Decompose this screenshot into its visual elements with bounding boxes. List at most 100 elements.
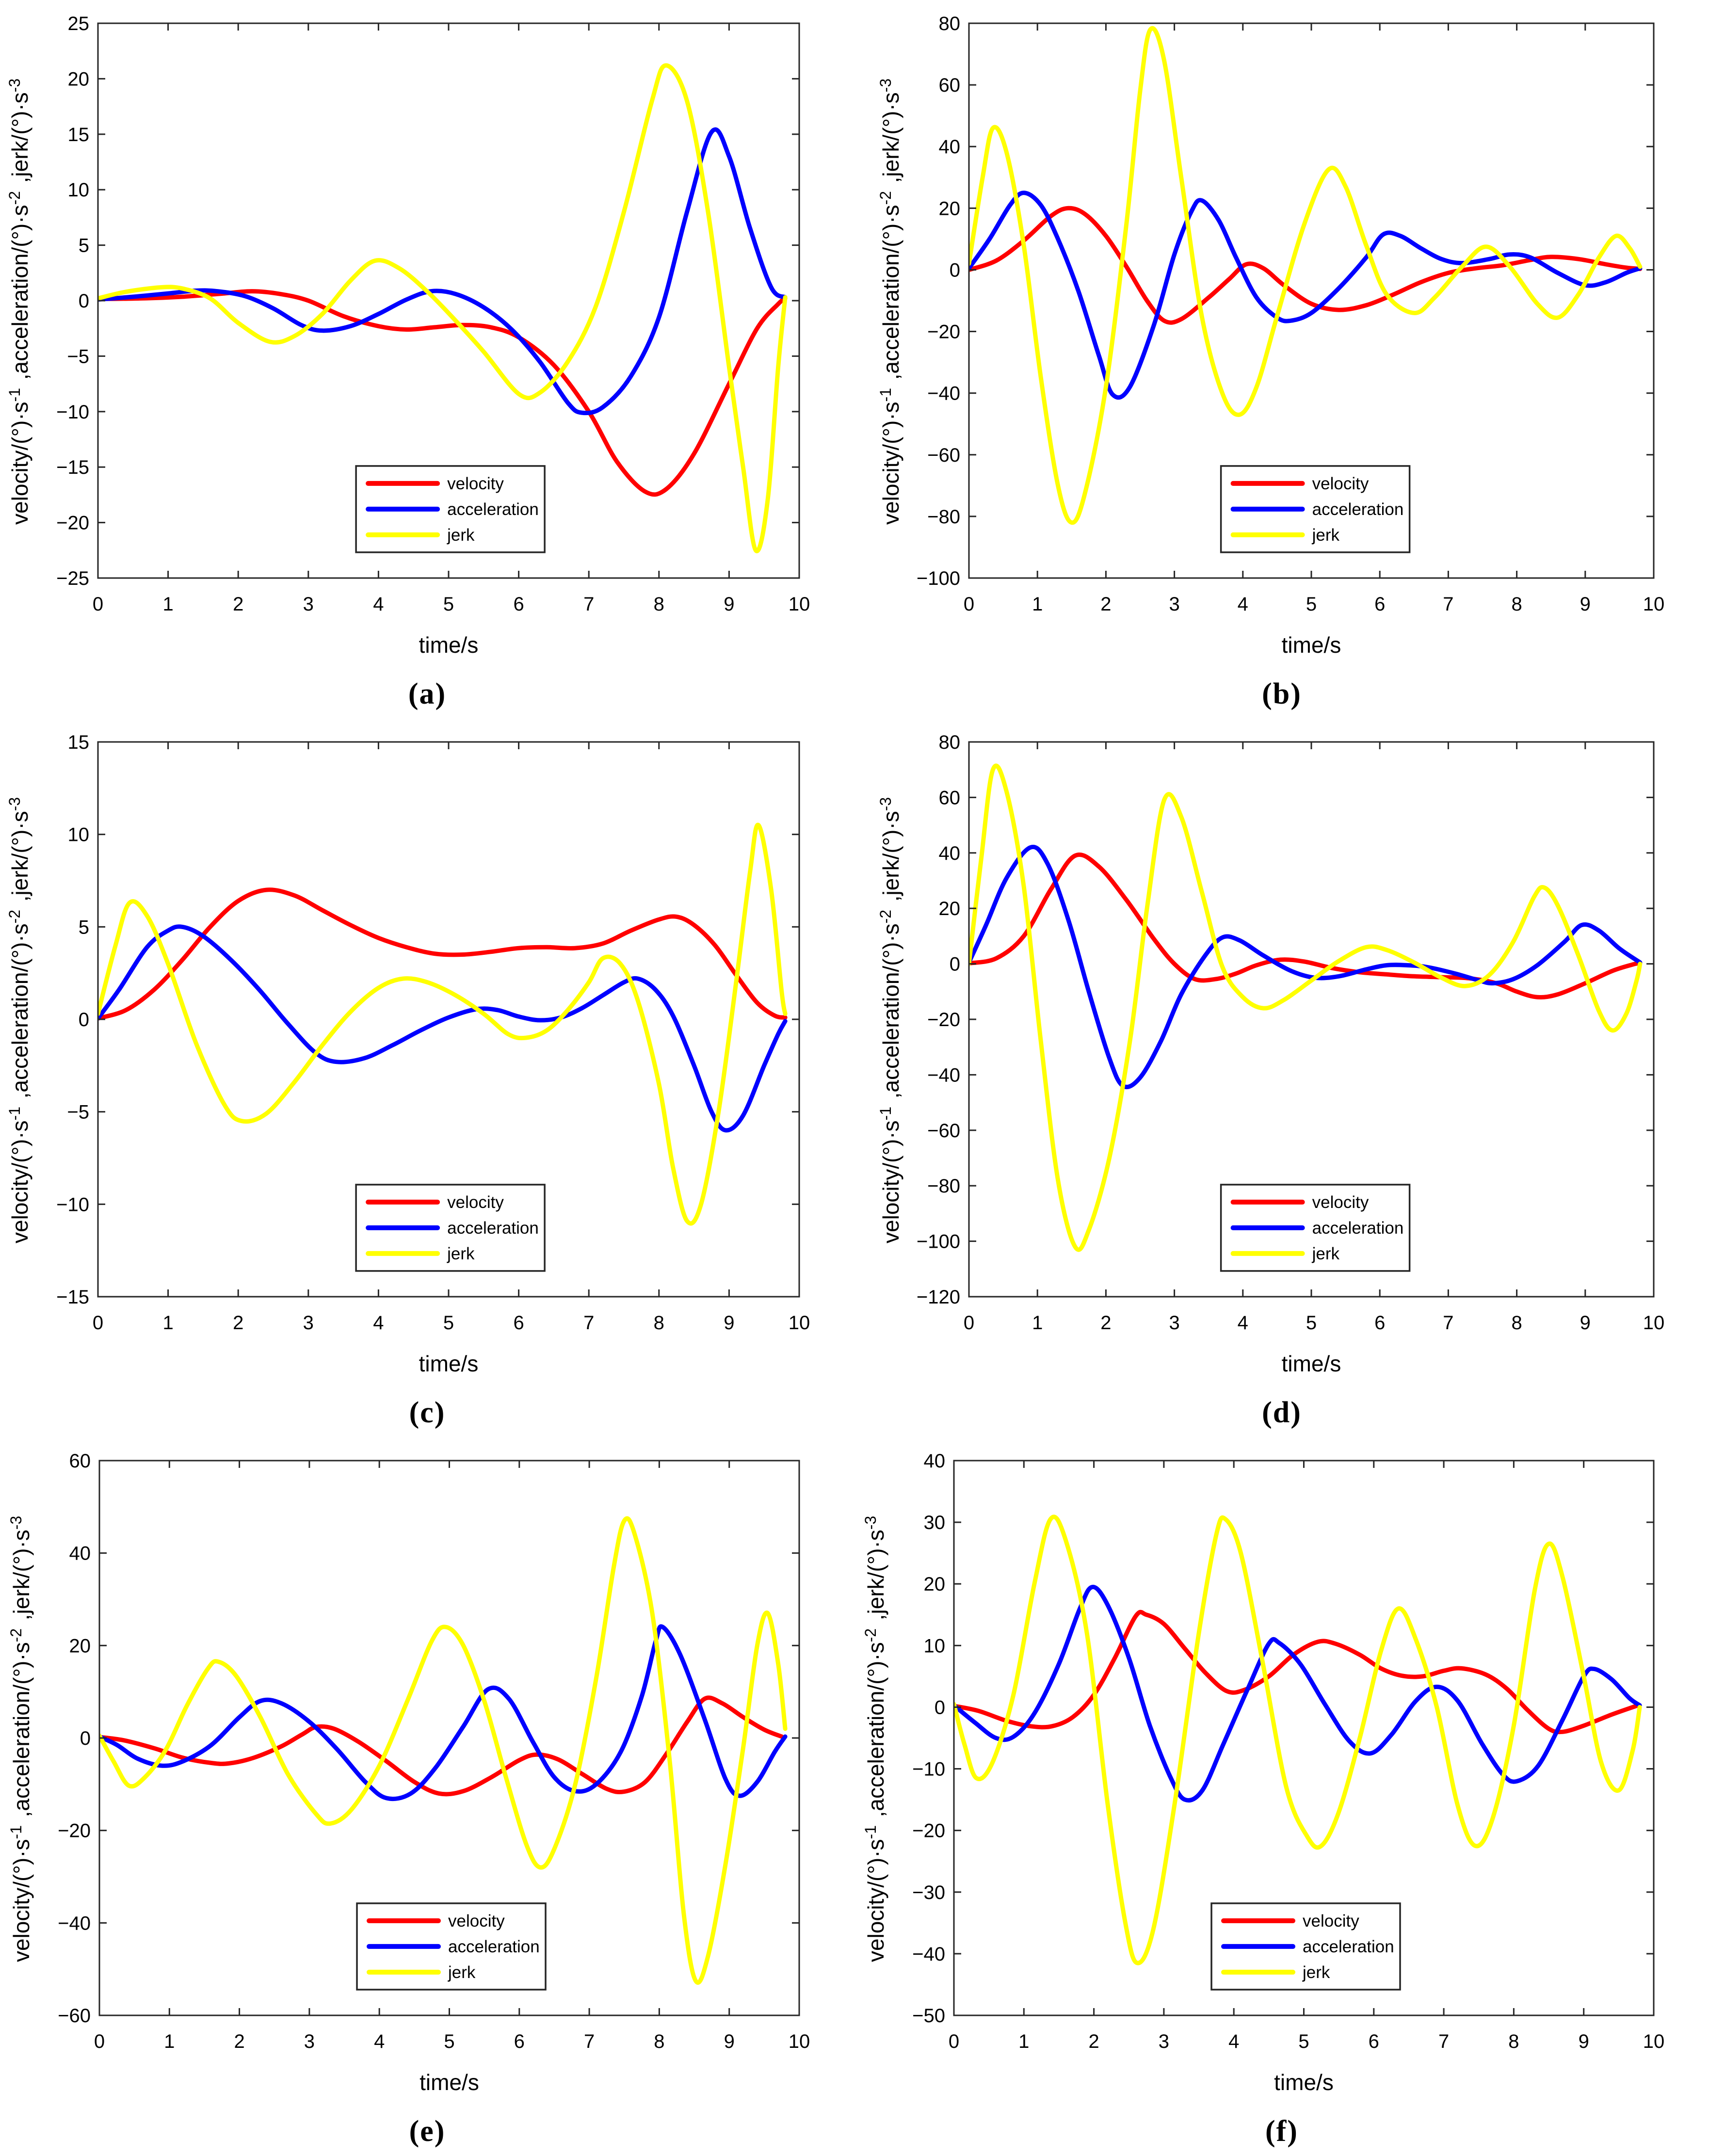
legend-label-acceleration: acceleration — [448, 1937, 540, 1956]
x-tick-label: 5 — [443, 1312, 454, 1334]
x-tick-label: 8 — [654, 594, 664, 615]
series-acceleration — [954, 1585, 1642, 1803]
legend-label-velocity: velocity — [1312, 1193, 1369, 1212]
x-tick-label: 4 — [373, 1312, 384, 1334]
x-tick-label: 2 — [1088, 2031, 1099, 2052]
y-axis-label: velocity/(°)·s-1 ,acceleration/(°)·s-2 ,… — [862, 1514, 888, 1962]
y-tick-label: −20 — [912, 1820, 945, 1842]
legend: velocity acceleration jerk — [355, 1184, 546, 1272]
y-tick-label: 60 — [939, 787, 961, 808]
tick-labels: 0 1 2 3 4 5 6 7 8 9 10 −15 −10 −5 0 5 10 15 — [56, 732, 810, 1334]
x-tick-label: 8 — [1511, 594, 1522, 615]
x-tick-label: 8 — [1511, 1312, 1522, 1334]
x-tick-label: 2 — [233, 594, 243, 615]
y-tick-label: −30 — [912, 1882, 945, 1903]
legend-label-jerk: jerk — [1312, 1244, 1340, 1263]
x-axis-label: time/s — [419, 632, 479, 658]
y-tick-label: 5 — [79, 917, 89, 938]
y-tick-label: −5 — [67, 346, 89, 367]
series-jerk — [98, 822, 788, 1226]
y-tick-label: −25 — [56, 568, 89, 589]
x-tick-label: 1 — [1018, 2031, 1029, 2052]
x-tick-label: 10 — [1643, 1312, 1665, 1334]
chart-d-canvas: 0 1 2 3 4 5 6 7 8 9 10 −120 −100 −80 −60 −40 −20 0 20 40 60 8… — [854, 719, 1709, 1388]
series-jerk — [969, 763, 1643, 1252]
plot-area — [98, 822, 788, 1226]
x-tick-label: 2 — [233, 1312, 243, 1334]
x-axis-label: time/s — [1282, 632, 1341, 658]
x-tick-label: 7 — [1443, 1312, 1453, 1334]
x-tick-label: 1 — [162, 1312, 173, 1334]
x-tick-label: 0 — [964, 1312, 974, 1334]
plot-area — [954, 1514, 1642, 1965]
x-axis-label: time/s — [1274, 2070, 1334, 2095]
x-tick-label: 10 — [1643, 594, 1665, 615]
chart-c-canvas: 0 1 2 3 4 5 6 7 8 9 10 −15 −10 −5 0 5 10 15 time/s velocity… — [0, 719, 854, 1388]
y-tick-label: −80 — [927, 1175, 960, 1197]
x-tick-label: 7 — [584, 2031, 595, 2052]
tick-labels: 0 1 2 3 4 5 6 7 8 9 10 −60 −40 −20 0 20 40 60 — [58, 1450, 810, 2052]
x-tick-label: 5 — [444, 2031, 454, 2052]
y-tick-label: 20 — [69, 1635, 91, 1657]
x-tick-label: 9 — [1580, 594, 1591, 615]
y-tick-label: 15 — [68, 124, 90, 145]
series-acceleration — [98, 924, 788, 1133]
y-tick-label: −120 — [917, 1287, 960, 1308]
legend-label-velocity: velocity — [448, 1912, 505, 1931]
x-tick-label: 4 — [373, 594, 384, 615]
series-jerk — [954, 1514, 1642, 1965]
x-tick-label: 0 — [949, 2031, 959, 2052]
legend: velocity acceleration jerk — [356, 1902, 547, 1991]
tick-labels: 0 1 2 3 4 5 6 7 8 9 10 −25 −20 −15 −10 −5 0 5 10 15 20 25 — [56, 13, 810, 615]
axes-box — [97, 22, 800, 579]
y-tick-label: −50 — [912, 2005, 945, 2027]
y-tick-label: −40 — [927, 1064, 960, 1086]
series-acceleration — [969, 191, 1643, 400]
series-jerk — [969, 26, 1643, 525]
legend: velocity acceleration jerk — [355, 465, 546, 553]
series-acceleration — [99, 1624, 788, 1802]
x-tick-label: 5 — [443, 594, 454, 615]
legend-label-jerk: jerk — [1302, 1963, 1330, 1982]
axes-box — [98, 1460, 800, 2016]
y-tick-label: −20 — [927, 322, 960, 343]
chart-panel-d: 0 1 2 3 4 5 6 7 8 9 10 −120 −100 −80 −60 −40 −20 0 20 40 60 8… — [854, 719, 1709, 1437]
y-tick-label: 0 — [79, 1009, 89, 1030]
x-tick-label: 2 — [1100, 594, 1111, 615]
x-tick-label: 4 — [1238, 1312, 1248, 1334]
x-tick-label: 10 — [789, 594, 810, 615]
y-tick-label: −10 — [56, 402, 89, 423]
legend: velocity acceleration jerk — [1210, 1902, 1401, 1991]
y-tick-label: −100 — [917, 1231, 960, 1253]
x-tick-label: 3 — [304, 2031, 315, 2052]
y-tick-label: −20 — [927, 1009, 960, 1030]
x-tick-label: 5 — [1306, 594, 1317, 615]
tick-labels: 0 1 2 3 4 5 6 7 8 9 10 −50 −40 −30 −20 −10 0 10 20 30 40 — [912, 1450, 1664, 2052]
series-velocity — [99, 1695, 784, 1797]
y-tick-label: 20 — [939, 198, 961, 219]
x-tick-label: 1 — [162, 594, 173, 615]
legend-label-acceleration: acceleration — [447, 500, 539, 519]
y-tick-label: −10 — [912, 1759, 945, 1780]
series-velocity — [969, 853, 1643, 999]
x-tick-label: 3 — [1159, 2031, 1169, 2052]
y-axis-label: velocity/(°)·s-1 ,acceleration/(°)·s-2 ,… — [6, 77, 32, 525]
chart-panel-c: 0 1 2 3 4 5 6 7 8 9 10 −15 −10 −5 0 5 10 15 time/s velocity… — [0, 719, 854, 1437]
x-tick-label: 4 — [1238, 594, 1248, 615]
series-acceleration — [98, 127, 788, 416]
x-tick-label: 3 — [1169, 1312, 1179, 1334]
x-tick-label: 10 — [789, 2031, 810, 2052]
chart-e-caption: (e) — [409, 2114, 446, 2148]
x-axis-label: time/s — [419, 2070, 479, 2095]
x-tick-label: 9 — [724, 1312, 734, 1334]
plot-area — [969, 26, 1643, 525]
y-tick-label: −20 — [58, 1820, 91, 1842]
legend-label-jerk: jerk — [1312, 526, 1340, 545]
y-tick-label: 10 — [68, 179, 90, 201]
legend-label-jerk: jerk — [447, 1244, 475, 1263]
x-tick-label: 1 — [164, 2031, 175, 2052]
x-tick-label: 8 — [1508, 2031, 1519, 2052]
y-tick-label: −100 — [917, 568, 960, 589]
x-tick-label: 9 — [1579, 2031, 1589, 2052]
